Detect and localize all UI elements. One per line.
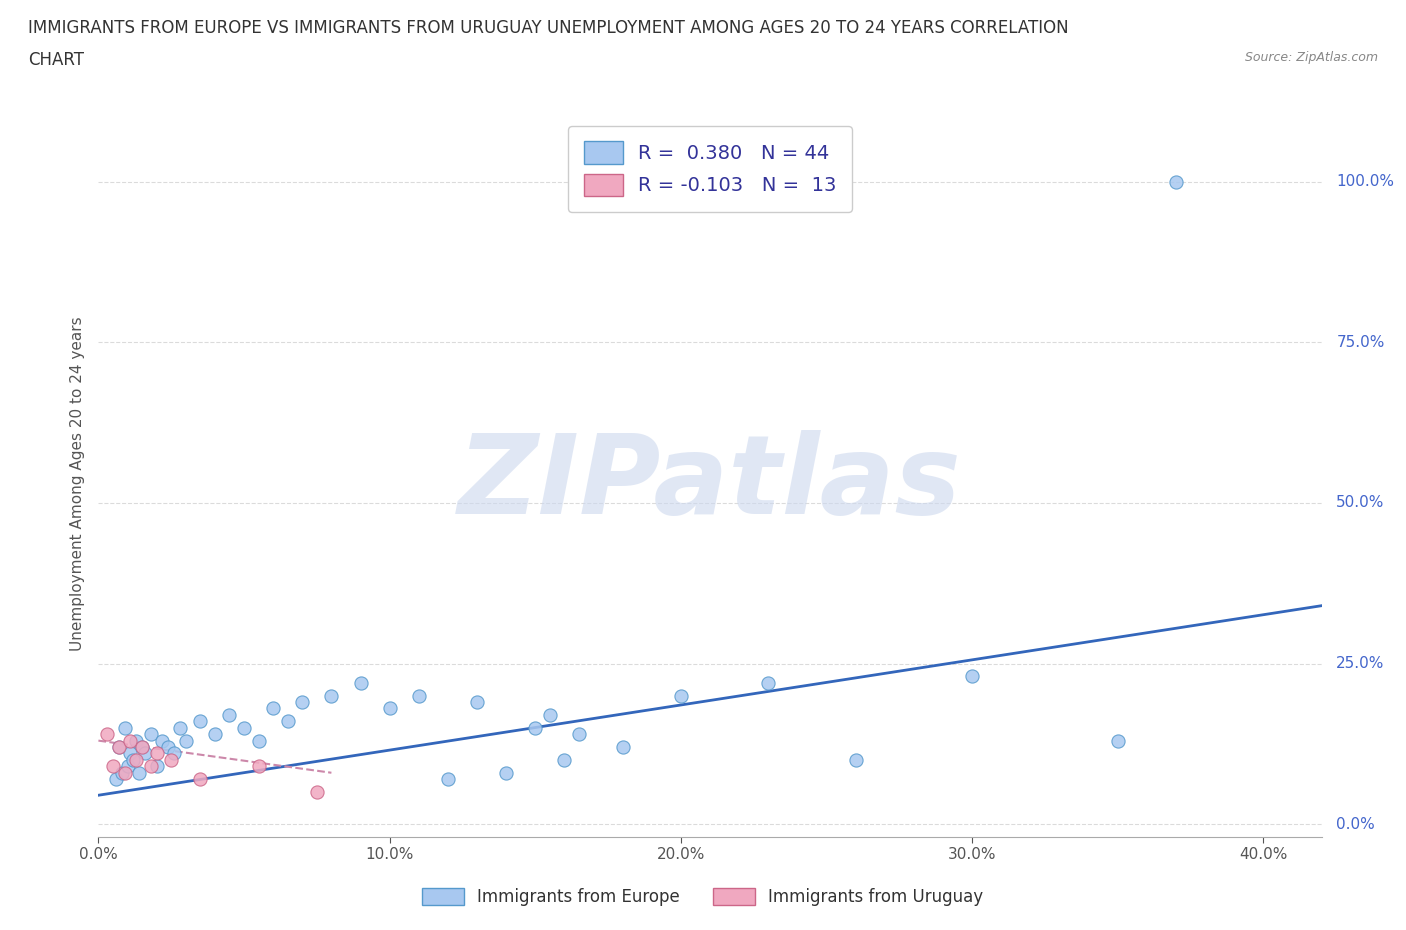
Point <box>122 752 145 767</box>
Point <box>277 714 299 729</box>
Y-axis label: Unemployment Among Ages 20 to 24 years: Unemployment Among Ages 20 to 24 years <box>69 316 84 651</box>
Point <box>111 765 134 780</box>
Point <box>262 701 284 716</box>
Point <box>114 765 136 780</box>
Point <box>131 739 153 754</box>
Point <box>218 708 240 723</box>
Text: 75.0%: 75.0% <box>1336 335 1385 350</box>
Point <box>305 785 328 800</box>
Point <box>145 746 167 761</box>
Point <box>960 669 983 684</box>
Point <box>247 759 270 774</box>
Point <box>553 752 575 767</box>
Point <box>174 733 197 748</box>
Point <box>1164 174 1187 189</box>
Point <box>108 739 131 754</box>
Point <box>157 739 180 754</box>
Point <box>465 695 488 710</box>
Point <box>125 733 148 748</box>
Point <box>117 759 139 774</box>
Text: 25.0%: 25.0% <box>1336 656 1385 671</box>
Point <box>247 733 270 748</box>
Point <box>378 701 401 716</box>
Point <box>756 675 779 690</box>
Point <box>128 765 150 780</box>
Point <box>568 726 591 741</box>
Point <box>524 721 547 736</box>
Point <box>120 746 142 761</box>
Legend: Immigrants from Europe, Immigrants from Uruguay: Immigrants from Europe, Immigrants from … <box>416 881 990 912</box>
Point <box>1107 733 1129 748</box>
Point <box>145 759 167 774</box>
Point <box>349 675 371 690</box>
Point <box>104 772 127 787</box>
Point <box>96 726 118 741</box>
Point <box>163 746 186 761</box>
Text: 50.0%: 50.0% <box>1336 496 1385 511</box>
Point <box>101 759 124 774</box>
Point <box>188 772 212 787</box>
Text: 0.0%: 0.0% <box>1336 817 1375 831</box>
Point <box>114 721 136 736</box>
Point <box>131 739 153 754</box>
Point <box>120 733 142 748</box>
Point <box>845 752 868 767</box>
Point <box>538 708 561 723</box>
Point <box>134 746 156 761</box>
Text: ZIPatlas: ZIPatlas <box>458 430 962 538</box>
Point <box>125 752 148 767</box>
Point <box>139 726 162 741</box>
Point <box>291 695 314 710</box>
Point <box>204 726 226 741</box>
Point <box>408 688 430 703</box>
Point <box>669 688 692 703</box>
Legend: R =  0.380   N = 44, R = -0.103   N =  13: R = 0.380 N = 44, R = -0.103 N = 13 <box>568 126 852 211</box>
Point <box>437 772 460 787</box>
Point <box>612 739 634 754</box>
Point <box>152 733 174 748</box>
Text: CHART: CHART <box>28 51 84 69</box>
Point <box>160 752 183 767</box>
Text: Source: ZipAtlas.com: Source: ZipAtlas.com <box>1244 51 1378 64</box>
Point <box>169 721 191 736</box>
Point <box>188 714 212 729</box>
Point <box>108 739 131 754</box>
Text: IMMIGRANTS FROM EUROPE VS IMMIGRANTS FROM URUGUAY UNEMPLOYMENT AMONG AGES 20 TO : IMMIGRANTS FROM EUROPE VS IMMIGRANTS FRO… <box>28 19 1069 36</box>
Point <box>321 688 343 703</box>
Point <box>139 759 162 774</box>
Point <box>233 721 256 736</box>
Text: 100.0%: 100.0% <box>1336 174 1395 189</box>
Point <box>495 765 517 780</box>
